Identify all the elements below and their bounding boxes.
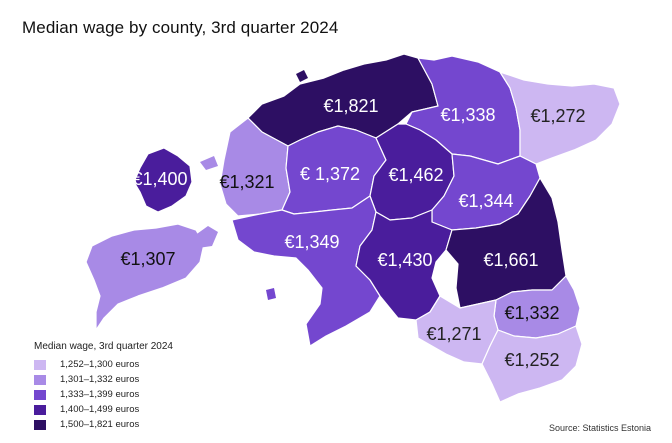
legend-items: 1,252–1,300 euros 1,301–1,332 euros 1,333–… [34, 357, 173, 432]
legend-swatch [34, 359, 46, 370]
map-title: Median wage by county, 3rd quarter 2024 [22, 18, 339, 37]
county-value-viljandi: €1,430 [377, 250, 432, 270]
county-value-labels: €1,821 €1,338 €1,272 €1,400 €1,321 € 1,372 €1,… [120, 96, 585, 370]
legend-label: 1,301–1,332 euros [60, 374, 140, 385]
legend-label: 1,252–1,300 euros [60, 359, 140, 370]
island-vormsi [200, 156, 218, 170]
county-value-jarva: €1,462 [388, 165, 443, 185]
county-value-harju: €1,821 [323, 96, 378, 116]
legend-swatch [34, 419, 46, 430]
legend-label: 1,500–1,821 euros [60, 419, 140, 430]
island-kihnu [266, 288, 276, 300]
legend: Median wage, 3rd quarter 2024 1,252–1,30… [34, 341, 173, 432]
legend-swatch [34, 374, 46, 385]
island-naissaar [296, 70, 308, 82]
county-value-voru: €1,252 [504, 350, 559, 370]
county-value-laane-viru: €1,338 [440, 105, 495, 125]
source-note: Source: Statistics Estonia [548, 423, 651, 433]
county-value-laane: €1,321 [219, 172, 274, 192]
legend-label: 1,400–1,499 euros [60, 404, 140, 415]
county-value-tartu: €1,661 [483, 250, 538, 270]
island-muhu [194, 226, 218, 248]
legend-item: 1,333–1,399 euros [34, 387, 173, 402]
county-value-jogeva: €1,344 [458, 191, 513, 211]
county-value-rapla: € 1,372 [300, 164, 360, 184]
legend-label: 1,333–1,399 euros [60, 389, 140, 400]
county-parnu[interactable] [231, 195, 381, 347]
legend-item: 1,301–1,332 euros [34, 372, 173, 387]
legend-item: 1,252–1,300 euros [34, 357, 173, 372]
legend-title: Median wage, 3rd quarter 2024 [34, 341, 173, 352]
county-ida-viru[interactable] [499, 71, 621, 165]
county-value-polva: €1,332 [504, 303, 559, 323]
lake-vortsjarv [440, 258, 454, 300]
county-hiiu[interactable] [133, 147, 193, 213]
county-value-parnu: €1,349 [284, 232, 339, 252]
county-saare[interactable] [85, 223, 205, 331]
legend-item: 1,500–1,821 euros [34, 417, 173, 432]
county-value-ida-viru: €1,272 [530, 106, 585, 126]
county-value-hiiu: €1,400 [132, 169, 187, 189]
county-value-saare: €1,307 [120, 249, 175, 269]
legend-swatch [34, 404, 46, 415]
county-value-valga: €1,271 [426, 324, 481, 344]
legend-swatch [34, 389, 46, 400]
county-voru[interactable] [481, 325, 583, 403]
legend-item: 1,400–1,499 euros [34, 402, 173, 417]
